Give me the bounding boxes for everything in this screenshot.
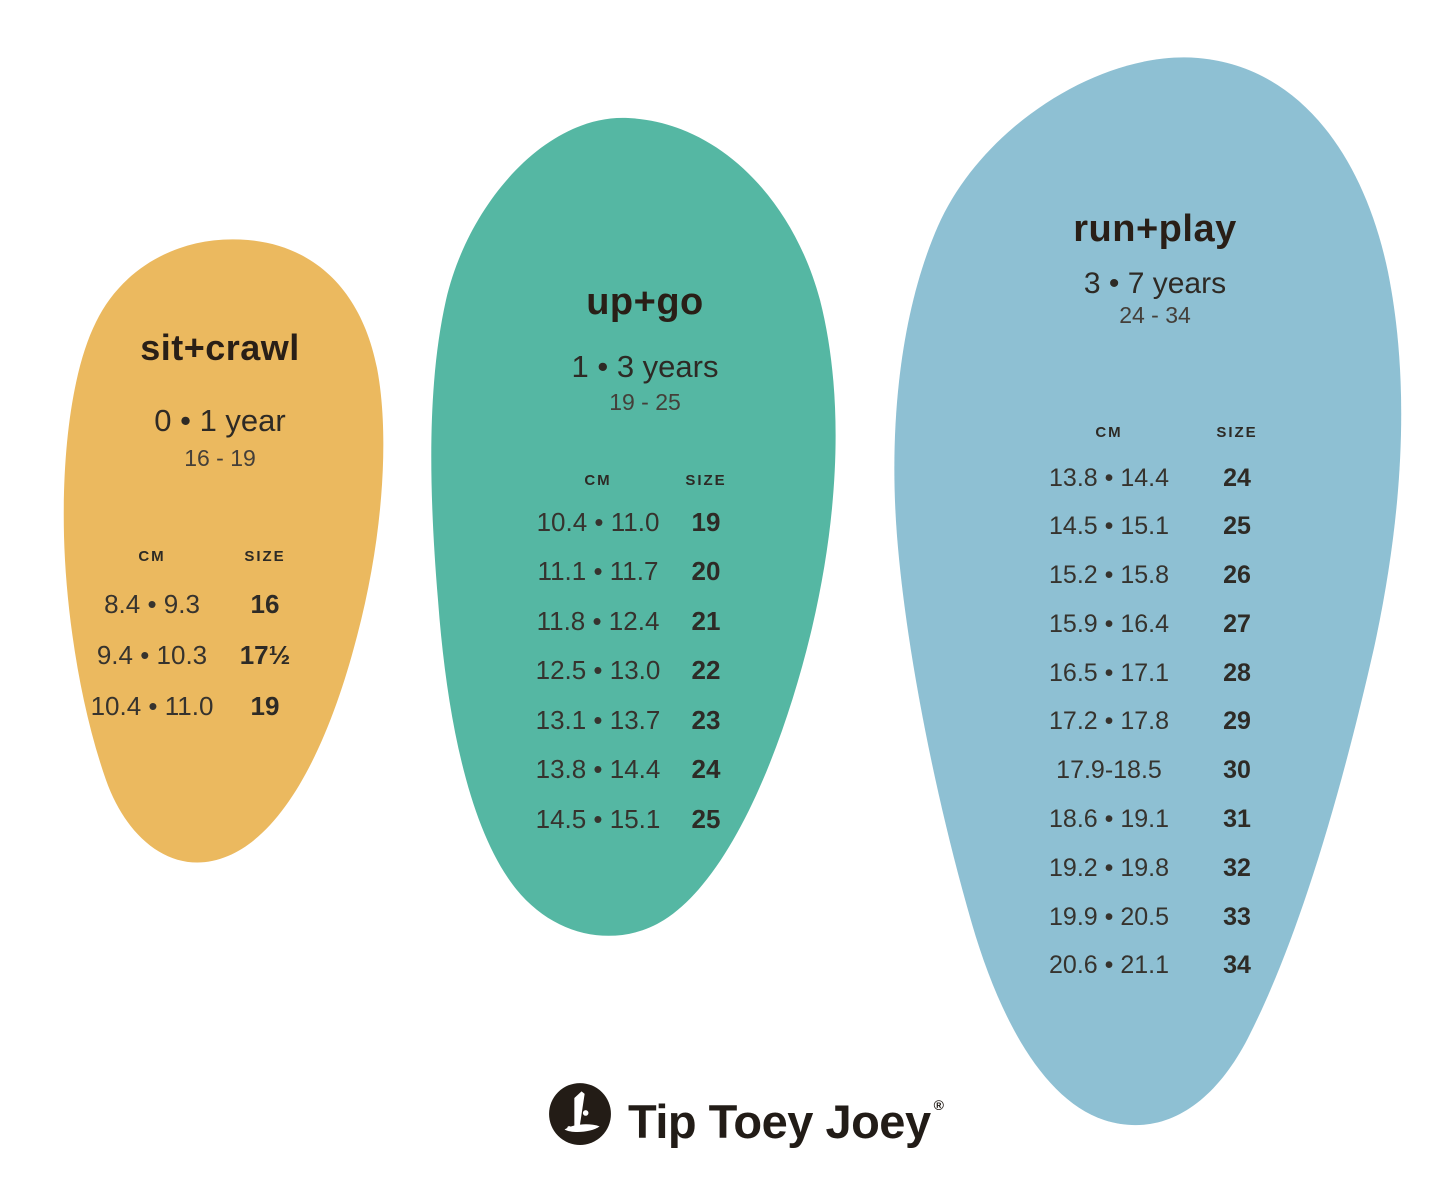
- panel-title: up+go: [586, 281, 704, 323]
- registered-trademark: ®: [933, 1097, 944, 1113]
- cm-range-value: 15.2 • 15.8: [1049, 561, 1169, 590]
- size-value: 27: [1223, 609, 1251, 638]
- cm-range-value: 19.2 • 19.8: [1049, 853, 1169, 882]
- size-range: 19 - 25: [609, 389, 681, 415]
- size-value: 34: [1223, 951, 1251, 980]
- cm-range-value: 12.5 • 13.0: [535, 655, 661, 686]
- size-table: 13.8 • 14.4 24 14.5 • 15.1 25 15.2 • 15.8 26 1…: [950, 464, 1360, 980]
- run-play-footprint-shape: [894, 57, 1402, 1126]
- size-table-row: 10.4 • 11.0 19: [455, 506, 835, 537]
- up-go-footprint-shape: [431, 117, 836, 936]
- col-header-size: SIZE: [244, 548, 286, 565]
- cm-range-value: 14.5 • 15.1: [1049, 512, 1169, 541]
- size-table-row: 13.8 • 14.4 24: [950, 464, 1360, 492]
- size-table-row: 11.8 • 12.4 21: [455, 605, 835, 636]
- size-value: 32: [1223, 853, 1251, 882]
- size-table-row: 11.1 • 11.7 20: [455, 556, 835, 587]
- size-table: 8.4 • 9.3 16 9.4 • 10.3 17½ 10.4 • 11.0 19: [60, 588, 380, 721]
- cm-range-value: 15.9 • 16.4: [1049, 609, 1169, 638]
- size-table-row: 12.5 • 13.0 22: [455, 655, 835, 686]
- cm-range-value: 14.5 • 15.1: [535, 804, 661, 835]
- col-header-size: SIZE: [685, 472, 727, 489]
- panel-run-play: run+play 3 • 7 years 24 - 34 CM SIZE 13.…: [950, 206, 1360, 1001]
- cm-range-value: 11.8 • 12.4: [536, 605, 660, 636]
- size-value: 30: [1223, 756, 1251, 785]
- cm-range-value: 18.6 • 19.1: [1049, 805, 1169, 834]
- size-value: 23: [691, 704, 721, 735]
- size-table-row: 9.4 • 10.3 17½: [60, 639, 380, 670]
- size-table-row: 16.5 • 17.1 28: [950, 659, 1360, 687]
- cm-range-value: 19.9 • 20.5: [1049, 902, 1169, 931]
- size-value: 20: [691, 556, 721, 587]
- size-table-row: 18.6 • 19.1 31: [950, 805, 1360, 834]
- size-table-row: 15.2 • 15.8 26: [950, 561, 1360, 590]
- age-range: 0 • 1 year: [154, 403, 286, 438]
- table-header: CM SIZE: [60, 548, 380, 565]
- brand-wordmark: Tip Toey Joey ®: [628, 1072, 944, 1155]
- size-value: 24: [1223, 463, 1251, 492]
- size-value: 21: [691, 605, 721, 636]
- cm-range-value: 13.8 • 14.4: [535, 754, 661, 785]
- size-table-row: 17.9-18.5 30: [950, 756, 1360, 785]
- size-table-row: 14.5 • 15.1 25: [950, 512, 1360, 541]
- size-table-row: 10.4 • 11.0 19: [60, 690, 380, 721]
- kangaroo-icon: [549, 1082, 611, 1145]
- cm-range-value: 10.4 • 11.0: [90, 690, 214, 721]
- brand-name: Tip Toey Joey: [628, 1095, 931, 1148]
- size-table-row: 15.9 • 16.4 27: [950, 610, 1360, 638]
- size-value: 19: [250, 690, 280, 721]
- col-header-cm: CM: [584, 472, 612, 489]
- size-table-row: 19.2 • 19.8 32: [950, 854, 1360, 882]
- size-value: 25: [1223, 512, 1251, 541]
- panel-up-go: up+go 1 • 3 years 19 - 25 CM SIZE 10.4 •…: [455, 278, 835, 855]
- age-range: 1 • 3 years: [571, 349, 719, 384]
- size-value: 28: [1223, 658, 1251, 687]
- panel-sit-crawl: sit+crawl 0 • 1 year 16 - 19 CM SIZE 8.4…: [60, 326, 380, 743]
- size-table-row: 19.9 • 20.5 33: [950, 903, 1360, 931]
- sit-crawl-footprint-shape: [63, 239, 384, 863]
- cm-range-value: 17.2 • 17.8: [1049, 707, 1169, 736]
- brand-logo: Tip Toey Joey ®: [547, 1072, 944, 1155]
- col-header-cm: CM: [1095, 424, 1123, 441]
- size-table-row: 13.1 • 13.7 23: [455, 704, 835, 735]
- size-table-row: 8.4 • 9.3 16: [60, 588, 380, 619]
- size-range: 24 - 34: [1119, 302, 1191, 328]
- cm-range-value: 8.4 • 9.3: [104, 588, 200, 619]
- size-value: 31: [1223, 805, 1251, 834]
- size-table-row: 14.5 • 15.1 25: [455, 804, 835, 835]
- size-value: 19: [691, 506, 721, 537]
- cm-range-value: 17.9-18.5: [1056, 756, 1162, 785]
- cm-range-value: 16.5 • 17.1: [1049, 658, 1169, 687]
- cm-range-value: 20.6 • 21.1: [1049, 951, 1169, 980]
- size-value: 29: [1223, 707, 1251, 736]
- cm-range-value: 13.8 • 14.4: [1049, 463, 1169, 492]
- panel-title: run+play: [1073, 208, 1237, 250]
- col-header-size: SIZE: [1216, 424, 1258, 441]
- size-value: 25: [691, 804, 721, 835]
- panel-title: sit+crawl: [140, 327, 300, 368]
- col-header-cm: CM: [138, 548, 166, 565]
- size-table-row: 20.6 • 21.1 34: [950, 951, 1360, 980]
- size-table: 10.4 • 11.0 19 11.1 • 11.7 20 11.8 • 12.4 21 1…: [455, 506, 835, 835]
- table-header: CM SIZE: [950, 424, 1360, 441]
- cm-range-value: 11.1 • 11.7: [537, 556, 659, 587]
- age-range: 3 • 7 years: [1083, 267, 1227, 300]
- size-value: 26: [1223, 561, 1251, 590]
- cm-range-value: 13.1 • 13.7: [535, 704, 661, 735]
- size-value: 16: [250, 588, 280, 619]
- cm-range-value: 10.4 • 11.0: [536, 506, 660, 537]
- size-value: 33: [1223, 902, 1251, 931]
- size-value: 17½: [239, 639, 291, 670]
- size-range: 16 - 19: [184, 445, 256, 471]
- size-table-row: 17.2 • 17.8 29: [950, 707, 1360, 736]
- table-header: CM SIZE: [455, 472, 835, 489]
- cm-range-value: 9.4 • 10.3: [96, 639, 208, 670]
- size-value: 22: [691, 655, 721, 686]
- size-table-row: 13.8 • 14.4 24: [455, 754, 835, 785]
- size-value: 24: [691, 754, 721, 785]
